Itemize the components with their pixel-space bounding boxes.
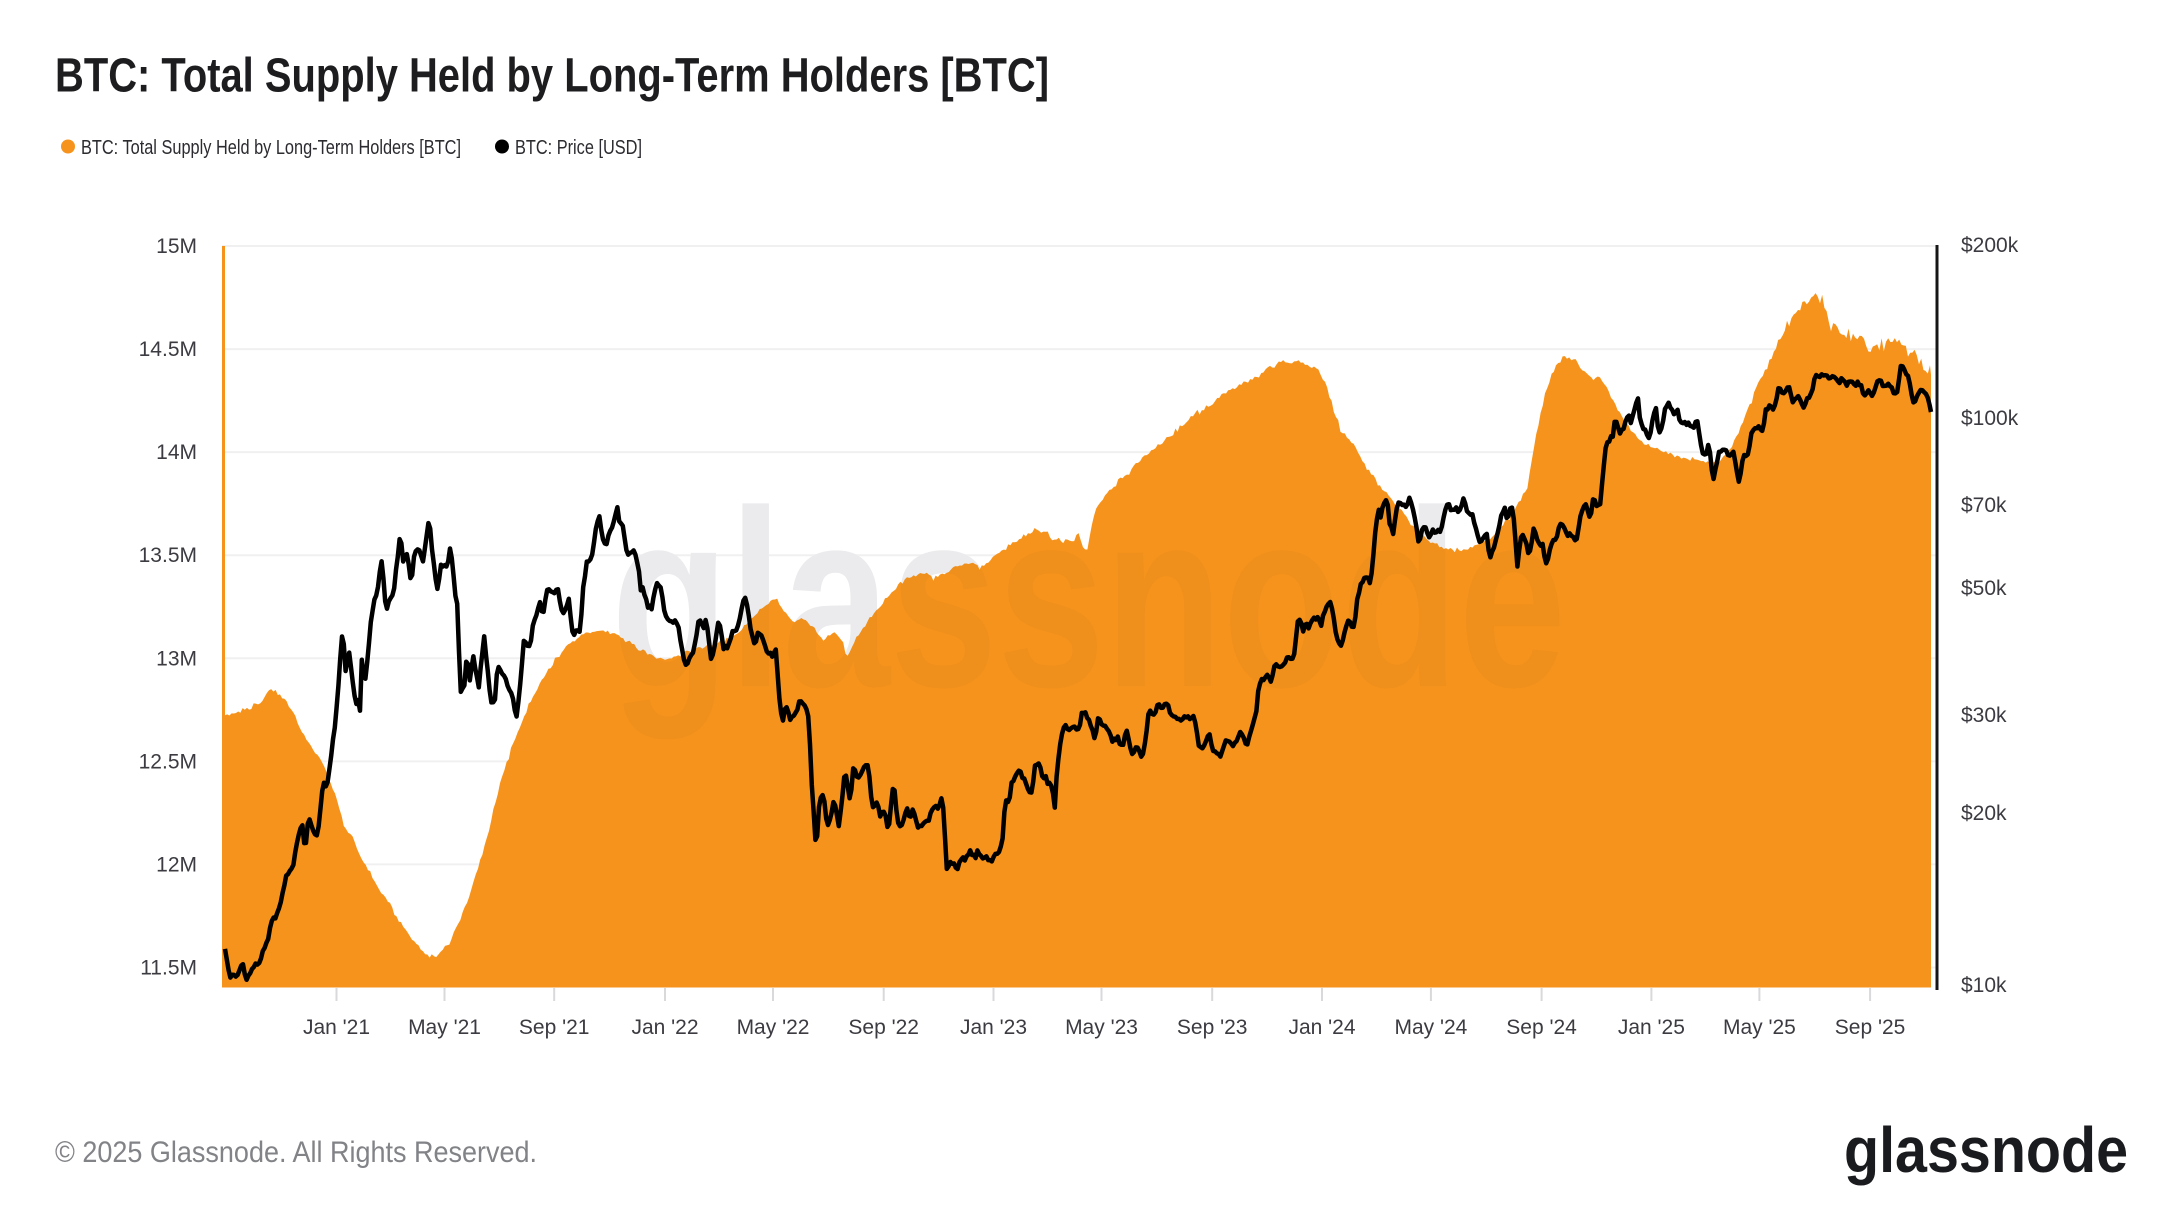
svg-text:BTC: Total Supply Held by Long: BTC: Total Supply Held by Long-Term Hold… [55,50,1049,103]
svg-text:May '21: May '21 [408,1016,481,1039]
svg-text:$50k: $50k [1961,577,2007,600]
svg-text:Sep '22: Sep '22 [848,1016,919,1039]
svg-text:$10k: $10k [1961,974,2007,997]
svg-text:15M: 15M [156,235,197,258]
svg-text:BTC: Price [USD]: BTC: Price [USD] [515,137,642,159]
svg-text:$70k: $70k [1961,494,2007,517]
svg-text:Jan '21: Jan '21 [303,1016,370,1039]
svg-text:14.5M: 14.5M [139,338,197,361]
svg-text:$100k: $100k [1961,407,2019,430]
svg-text:$20k: $20k [1961,802,2007,825]
svg-text:Sep '23: Sep '23 [1177,1016,1248,1039]
svg-text:May '24: May '24 [1394,1016,1467,1039]
svg-text:$30k: $30k [1961,704,2007,727]
svg-text:May '22: May '22 [737,1016,810,1039]
svg-text:11.5M: 11.5M [140,957,197,980]
svg-text:Sep '25: Sep '25 [1835,1016,1906,1039]
svg-text:Jan '23: Jan '23 [960,1016,1027,1039]
svg-text:© 2025 Glassnode. All Rights R: © 2025 Glassnode. All Rights Reserved. [55,1136,537,1169]
svg-text:glassnode: glassnode [1844,1114,2128,1186]
svg-text:May '23: May '23 [1065,1016,1138,1039]
svg-text:Sep '21: Sep '21 [519,1016,590,1039]
svg-text:BTC: Total Supply Held by Long: BTC: Total Supply Held by Long-Term Hold… [81,137,461,159]
svg-text:Jan '22: Jan '22 [631,1016,698,1039]
svg-text:glassnode: glassnode [611,459,1566,740]
svg-text:May '25: May '25 [1723,1016,1796,1039]
svg-text:Sep '24: Sep '24 [1506,1016,1577,1039]
svg-text:13M: 13M [156,647,197,670]
svg-text:13.5M: 13.5M [139,544,197,567]
svg-text:14M: 14M [156,441,197,464]
svg-text:Jan '24: Jan '24 [1288,1016,1355,1039]
svg-text:$200k: $200k [1961,234,2019,257]
svg-text:12M: 12M [156,853,197,876]
svg-text:12.5M: 12.5M [139,750,197,773]
svg-text:Jan '25: Jan '25 [1618,1016,1685,1039]
